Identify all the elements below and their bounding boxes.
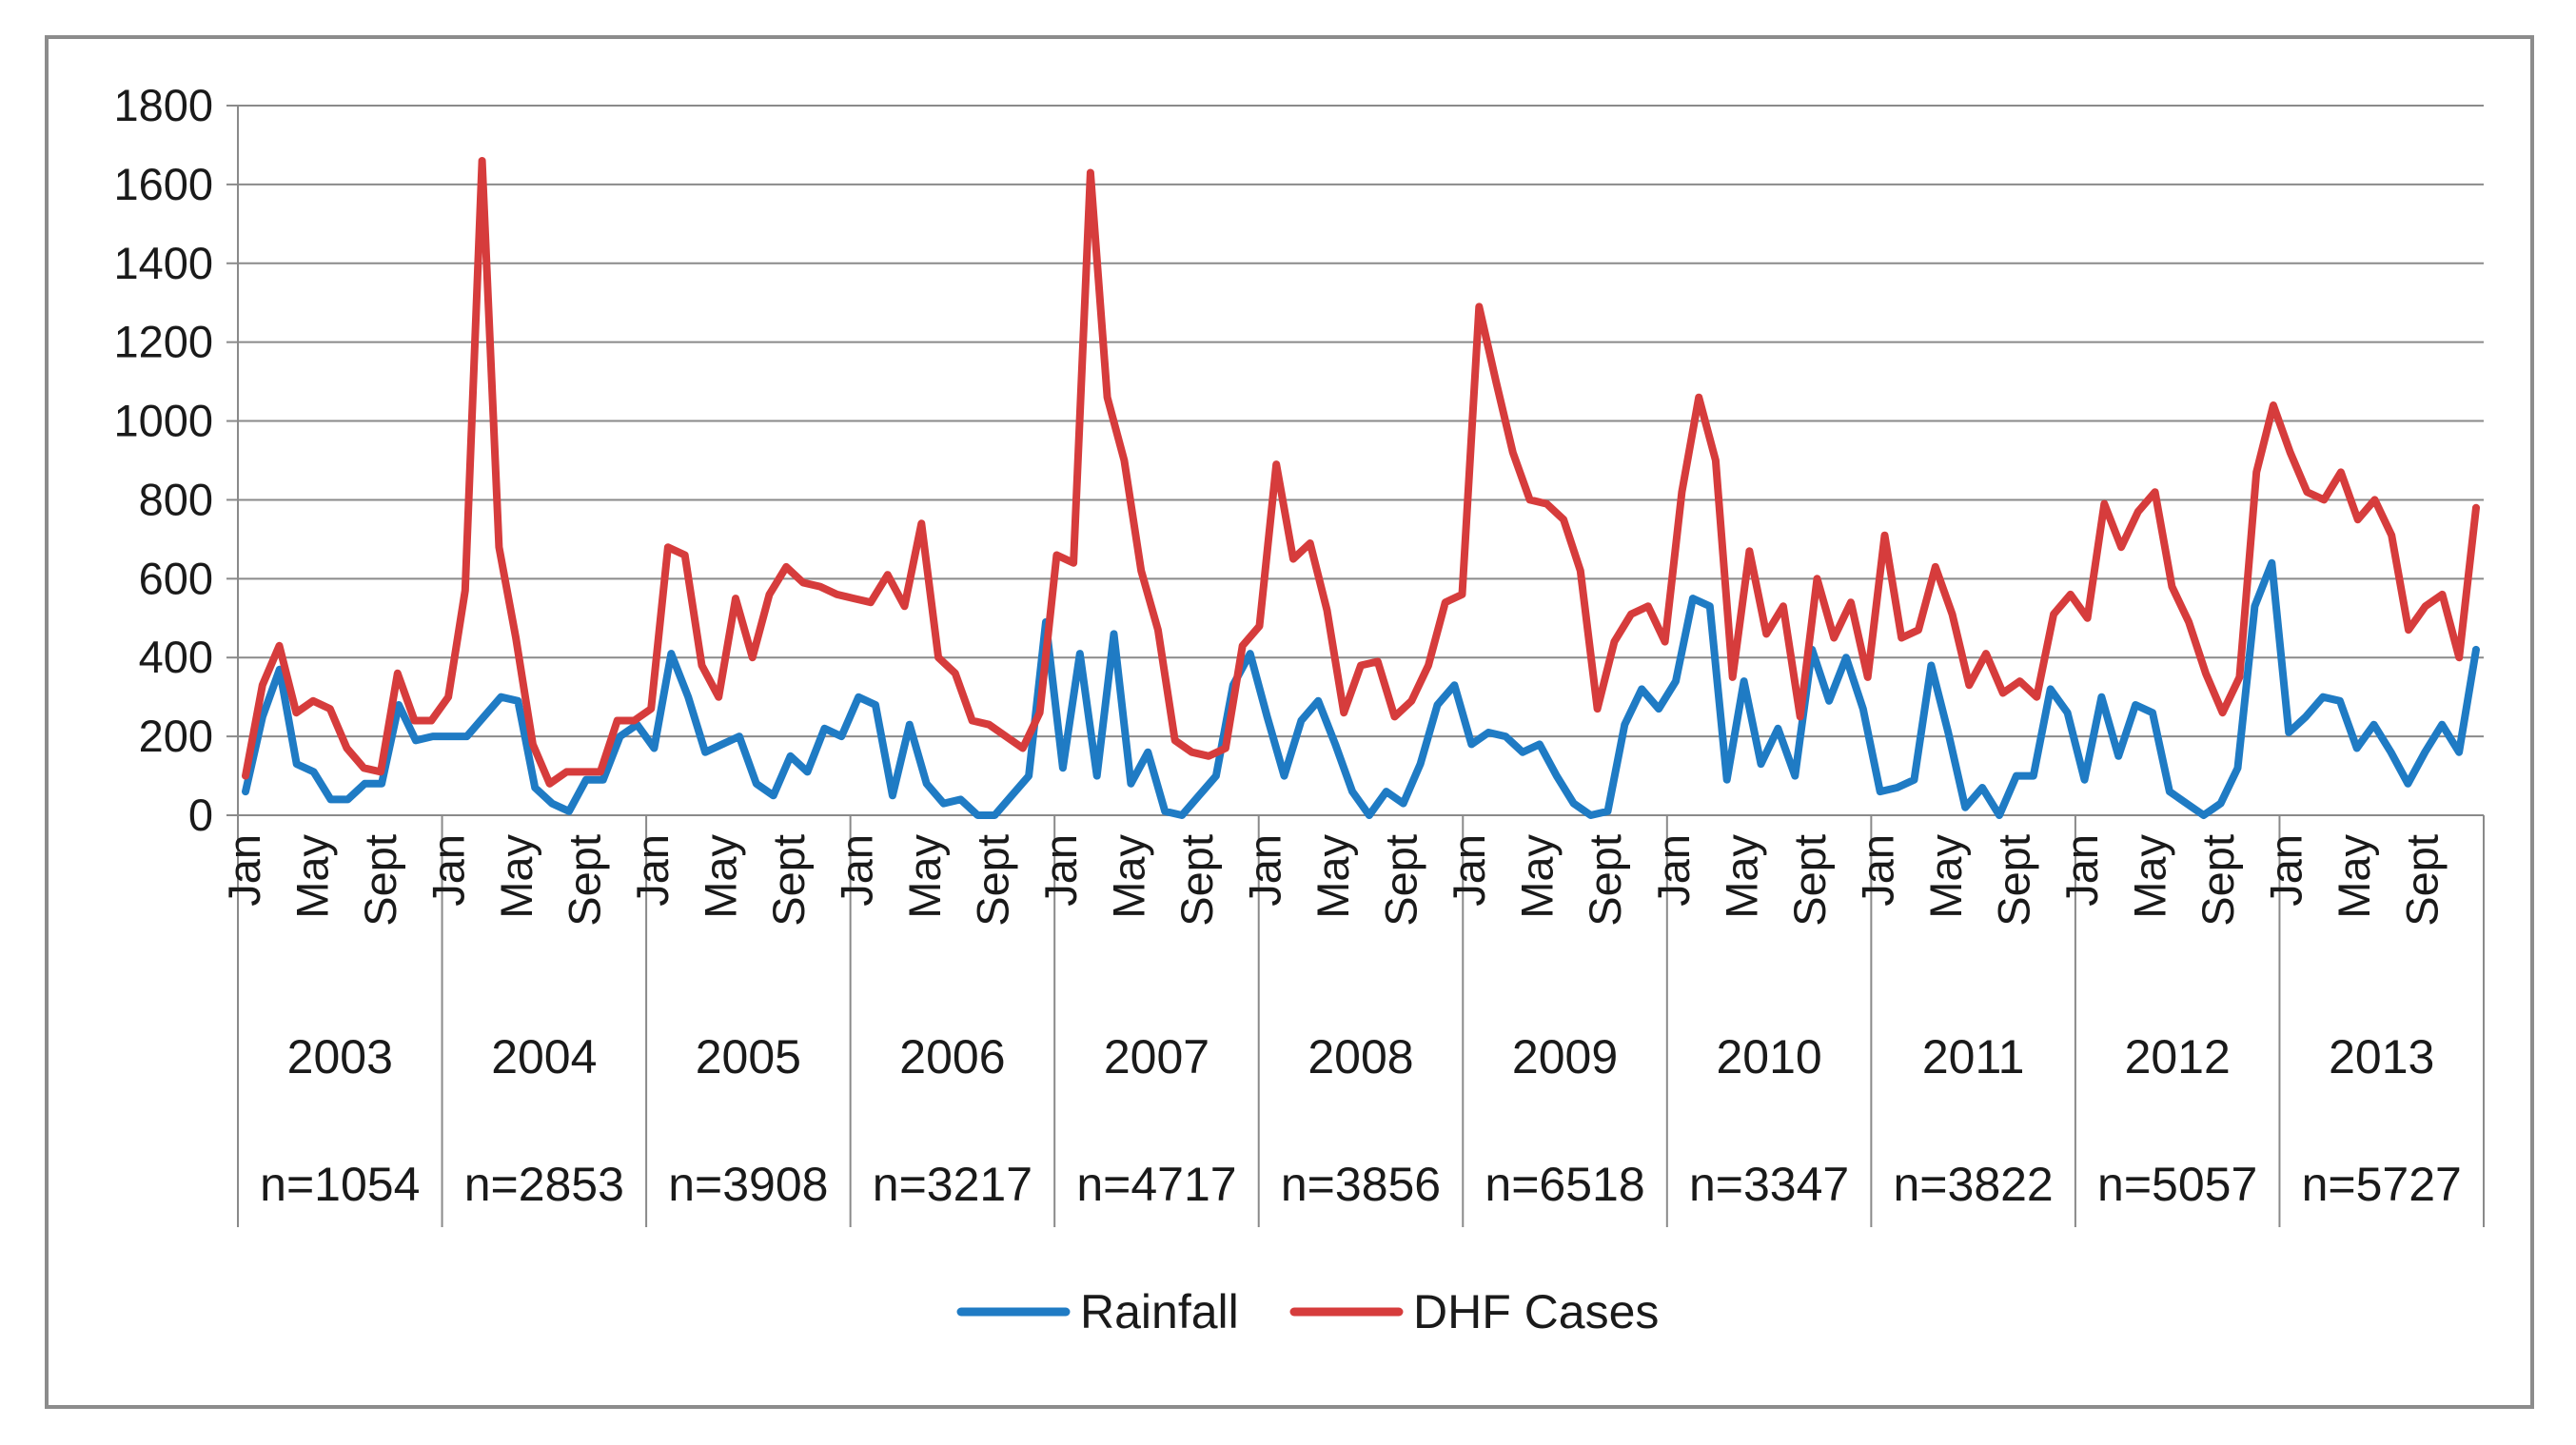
year-count-label: n=2853 (464, 1158, 624, 1211)
month-tick-label: Sept (1171, 834, 1222, 927)
month-tick-label: May (1512, 834, 1563, 919)
year-label: 2012 (2125, 1030, 2231, 1084)
year-count-label: n=3856 (1281, 1158, 1441, 1211)
year-count-label: n=3347 (1689, 1158, 1849, 1211)
y-tick-label: 600 (139, 553, 213, 603)
y-tick-label: 1000 (113, 396, 213, 446)
month-tick-label: Sept (1580, 834, 1630, 927)
month-tick-label: Sept (560, 834, 610, 927)
year-label: 2011 (1922, 1030, 2025, 1084)
legend-label: DHF Cases (1413, 1285, 1659, 1338)
month-tick-label: Sept (1988, 834, 2038, 927)
month-tick-label: May (696, 834, 746, 919)
month-tick-label: Jan (2056, 834, 2107, 907)
year-label: 2010 (1716, 1030, 1821, 1084)
month-tick-label: May (1920, 834, 1971, 919)
month-tick-label: Jan (1648, 834, 1699, 907)
y-axis: 0 200 400 600 800 1000 1200 1400 1600 1800 (113, 80, 239, 840)
month-tick-label: Sept (968, 834, 1018, 927)
series-line-dhf-cases (242, 157, 2480, 788)
year-count-label: n=3822 (1894, 1158, 2054, 1211)
legend-label: Rainfall (1080, 1285, 1239, 1338)
month-tick-label: Sept (1376, 834, 1426, 927)
month-tick-label: May (899, 834, 950, 919)
month-tick-label: Sept (1784, 834, 1835, 927)
year-label: 2009 (1512, 1030, 1618, 1084)
y-tick-label: 0 (188, 790, 213, 840)
year-count-label: n=4717 (1076, 1158, 1236, 1211)
month-tick-label: Sept (355, 834, 405, 927)
year-label: 2008 (1308, 1030, 1413, 1084)
year-label: 2005 (696, 1030, 801, 1084)
month-tick-label: Jan (219, 834, 269, 907)
month-tick-label: May (286, 834, 337, 919)
month-tick-label: Jan (1852, 834, 1902, 907)
month-tick-label: Jan (1240, 834, 1290, 907)
year-label: 2007 (1104, 1030, 1209, 1084)
y-tick-label: 200 (139, 711, 213, 761)
year-count-label: n=5057 (2097, 1158, 2257, 1211)
month-tick-label: Sept (2193, 834, 2243, 927)
month-tick-label: May (2124, 834, 2174, 919)
y-tick-label: 1800 (113, 80, 213, 130)
month-tick-label: May (491, 834, 541, 919)
month-tick-label: Jan (1444, 834, 1494, 907)
y-tick-label: 800 (139, 474, 213, 524)
y-tick-label: 400 (139, 632, 213, 682)
month-tick-label: May (2329, 834, 2379, 919)
month-tick-label: May (1716, 834, 1766, 919)
series-group (242, 157, 2480, 819)
year-count-label: n=3908 (668, 1158, 828, 1211)
month-tick-label: Jan (627, 834, 678, 907)
x-axis: Jan May Sept 2003 n=1054 Jan May Sept 2004 n=2853… (219, 814, 2485, 1227)
month-tick-label: Jan (2260, 834, 2311, 907)
year-label: 2004 (491, 1030, 597, 1084)
year-count-label: n=5727 (2302, 1158, 2462, 1211)
year-label: 2013 (2329, 1030, 2434, 1084)
month-tick-label: Jan (423, 834, 473, 907)
month-tick-label: Sept (2396, 834, 2447, 927)
y-tick-label: 1400 (113, 238, 213, 288)
year-count-label: n=6518 (1485, 1158, 1644, 1211)
year-label: 2003 (287, 1030, 393, 1084)
month-tick-label: Sept (763, 834, 814, 927)
legend: Rainfall DHF Cases (956, 1285, 1659, 1338)
month-tick-label: Jan (832, 834, 882, 907)
y-tick-label: 1200 (113, 317, 213, 367)
year-count-label: n=3217 (873, 1158, 1032, 1211)
year-count-label: n=1054 (260, 1158, 420, 1211)
month-tick-label: May (1308, 834, 1358, 919)
month-tick-label: May (1104, 834, 1154, 919)
y-tick-label: 1600 (113, 159, 213, 209)
month-tick-label: Jan (1035, 834, 1086, 907)
series-line-rainfall (242, 558, 2480, 819)
year-label: 2006 (899, 1030, 1005, 1084)
